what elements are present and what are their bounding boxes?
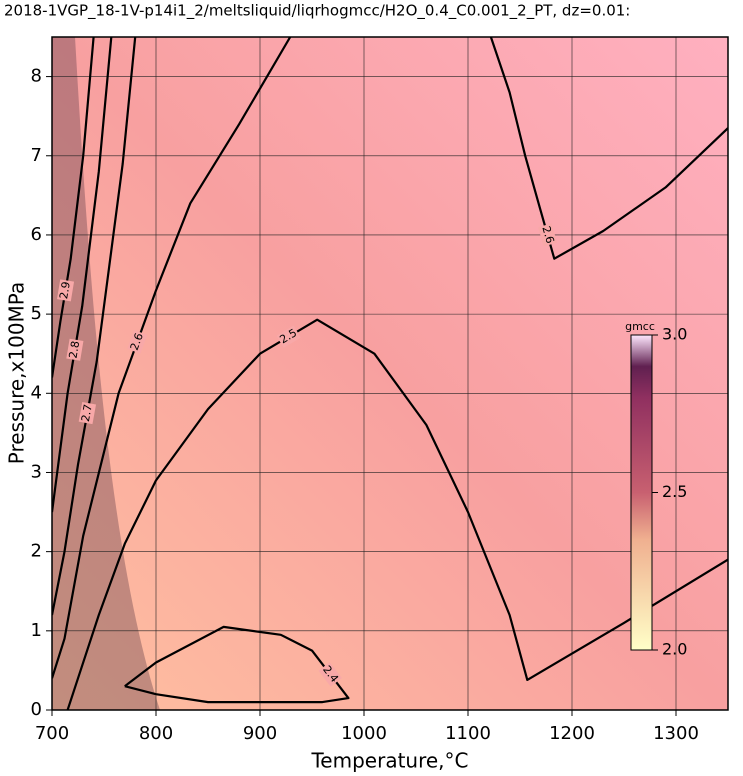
contour-line — [66, 318, 728, 710]
x-tick-label: 1300 — [653, 723, 699, 744]
contour-label: 2.9 — [57, 281, 73, 300]
y-tick-label: 1 — [31, 620, 42, 641]
y-axis-title: Pressure,x100MPa — [5, 282, 29, 464]
dense-region — [52, 37, 160, 710]
colorbar-tick-label: 2.0 — [662, 640, 687, 659]
y-tick-label: 3 — [31, 461, 42, 482]
colorbar-tick-label: 3.0 — [662, 325, 687, 344]
x-tick-label: 700 — [35, 723, 69, 744]
contour-label-bg — [538, 223, 558, 247]
plot-frame — [51, 36, 729, 711]
y-tick-label: 6 — [31, 224, 42, 245]
y-tick-label: 7 — [31, 145, 42, 166]
contour-label: 2.6 — [128, 331, 146, 352]
contour-label-bg — [66, 338, 84, 361]
y-tick-label: 2 — [31, 541, 42, 562]
x-tick-label: 1100 — [445, 723, 491, 744]
contour-line — [52, 37, 95, 378]
colorbar-label: gmcc — [625, 320, 655, 333]
contour-line — [52, 37, 137, 616]
y-tick-label: 8 — [31, 66, 42, 87]
contour-label-bg — [276, 325, 301, 348]
x-axis-title: Temperature,°C — [310, 749, 468, 773]
y-tick-label: 4 — [31, 382, 42, 403]
colorbar-tick-label: 2.5 — [662, 482, 687, 501]
contour-label-bg — [127, 330, 148, 354]
y-tick-label: 0 — [31, 699, 42, 720]
x-tick-label: 1200 — [549, 723, 595, 744]
contour-label-bg — [78, 401, 97, 425]
x-tick-label: 900 — [243, 723, 277, 744]
contour-label: 2.7 — [79, 403, 95, 423]
chart-title: 2018-1VGP_18-1V-p14i1_2/meltsliquid/liqr… — [4, 2, 630, 21]
contour-label-bg — [56, 279, 75, 302]
x-tick-label: 1000 — [341, 723, 387, 744]
y-tick-label: 5 — [31, 303, 42, 324]
contour-label: 2.8 — [67, 340, 83, 359]
x-tick-label: 800 — [139, 723, 173, 744]
contour-label: 2.6 — [539, 225, 556, 245]
contour-label-bg — [318, 662, 342, 687]
colorbar — [630, 334, 653, 651]
